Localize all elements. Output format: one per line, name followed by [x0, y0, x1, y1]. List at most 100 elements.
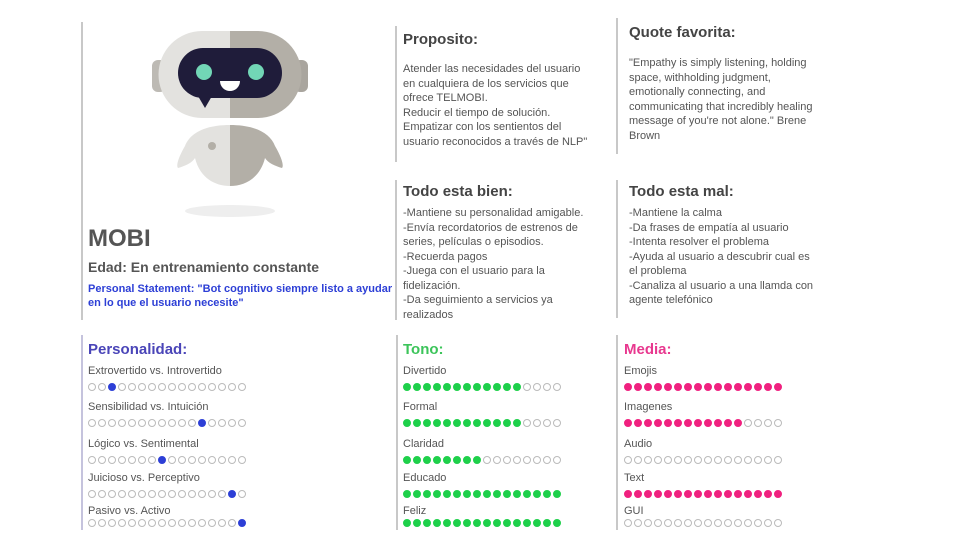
- divider: [616, 335, 618, 530]
- rating-dot: [704, 519, 712, 527]
- rating-dot: [238, 519, 246, 527]
- rating-dot: [754, 456, 762, 464]
- rating-dot: [694, 490, 702, 498]
- rating-dot: [228, 419, 236, 427]
- rating-dot: [493, 383, 501, 391]
- rating-dot: [118, 456, 126, 464]
- rating-dot: [543, 519, 551, 527]
- rating-dot: [654, 383, 662, 391]
- rating-dot: [188, 490, 196, 498]
- rating-dot: [513, 490, 521, 498]
- rating-dot: [118, 419, 126, 427]
- rating-dot: [108, 519, 116, 527]
- rating-dot: [443, 519, 451, 527]
- bien-text: -Mantiene su personalidad amigable. -Env…: [403, 207, 584, 321]
- rating-dot: [413, 519, 421, 527]
- rating-dot: [734, 383, 742, 391]
- divider: [81, 335, 83, 530]
- rating-dot: [198, 490, 206, 498]
- rating-dot: [98, 456, 106, 464]
- rating-dot: [188, 383, 196, 391]
- rating-dot: [754, 519, 762, 527]
- rating-dot: [238, 490, 246, 498]
- rating-dot: [238, 419, 246, 427]
- rating-dot: [188, 519, 196, 527]
- rating-dot: [553, 456, 561, 464]
- rating-dot: [493, 519, 501, 527]
- rating-dot: [744, 456, 752, 464]
- mal-text: -Mantiene la calma -Da frases de empatía…: [629, 207, 814, 306]
- divider: [396, 335, 398, 530]
- rating-dot: [403, 519, 411, 527]
- persona-name: MOBI: [88, 225, 151, 252]
- rating-dot: [138, 519, 146, 527]
- rating-dot: [463, 383, 471, 391]
- rating-dot: [764, 490, 772, 498]
- rating-dot: [473, 490, 481, 498]
- rating-dot: [553, 490, 561, 498]
- rating-dot: [684, 490, 692, 498]
- media-label: GUI: [624, 505, 644, 517]
- rating-dot: [734, 419, 742, 427]
- rating-dot: [433, 419, 441, 427]
- rating-dot: [138, 490, 146, 498]
- rating-dot: [513, 383, 521, 391]
- rating-dot: [523, 419, 531, 427]
- tono-section: Tono: Divertido Formal Claridad Educado Feli…: [403, 341, 603, 536]
- rating-dot: [513, 419, 521, 427]
- rating-dot: [533, 490, 541, 498]
- rating-dot: [208, 383, 216, 391]
- rating-dot: [198, 419, 206, 427]
- rating-dot: [453, 490, 461, 498]
- tono-label: Feliz: [403, 505, 427, 517]
- media-label: Emojis: [624, 365, 658, 377]
- rating-dot: [714, 519, 722, 527]
- rating-dot: [674, 419, 682, 427]
- divider: [616, 180, 618, 318]
- rating-dot: [553, 419, 561, 427]
- rating-dot: [714, 456, 722, 464]
- rating-dot: [503, 419, 511, 427]
- rating-dot: [644, 419, 652, 427]
- mal-title: Todo esta mal:: [629, 183, 734, 200]
- rating-dot: [764, 456, 772, 464]
- rating-dot: [734, 519, 742, 527]
- rating-dot: [694, 519, 702, 527]
- rating-dot: [774, 490, 782, 498]
- rating-dot: [88, 490, 96, 498]
- rating-dot: [98, 383, 106, 391]
- rating-dot: [764, 419, 772, 427]
- rating-dot: [168, 456, 176, 464]
- rating-dot: [168, 419, 176, 427]
- media-title: Media:: [624, 341, 672, 358]
- rating-dot: [533, 419, 541, 427]
- quote-title: Quote favorita:: [629, 24, 736, 41]
- tono-label: Formal: [403, 401, 438, 413]
- rating-dot: [108, 419, 116, 427]
- rating-dot: [473, 383, 481, 391]
- rating-dot: [463, 419, 471, 427]
- rating-dot: [724, 419, 732, 427]
- rating-dot: [463, 490, 471, 498]
- rating-dot: [764, 519, 772, 527]
- persona-age: Edad: En entrenamiento constante: [88, 259, 320, 275]
- rating-dot: [403, 383, 411, 391]
- rating-dot: [168, 383, 176, 391]
- rating-dot: [453, 419, 461, 427]
- rating-dot: [128, 419, 136, 427]
- rating-dot: [218, 490, 226, 498]
- rating-dot: [684, 519, 692, 527]
- rating-dot: [178, 490, 186, 498]
- rating-dot: [98, 419, 106, 427]
- rating-dot: [714, 419, 722, 427]
- rating-dot: [118, 519, 126, 527]
- rating-dot: [644, 490, 652, 498]
- divider: [395, 180, 397, 320]
- personalidad-label: Juicioso vs. Perceptivo: [88, 472, 200, 484]
- personalidad-rating: [88, 419, 246, 427]
- robot-avatar: [152, 31, 308, 217]
- rating-dot: [413, 490, 421, 498]
- rating-dot: [128, 519, 136, 527]
- rating-dot: [694, 419, 702, 427]
- rating-dot: [453, 519, 461, 527]
